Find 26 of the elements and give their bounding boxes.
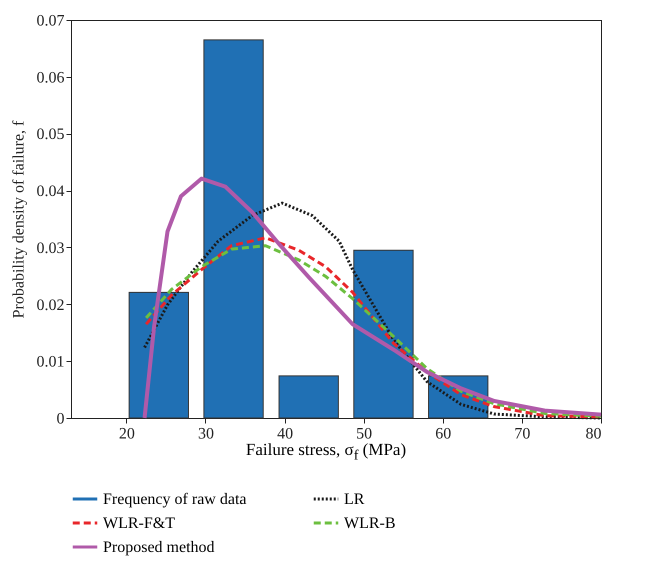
bar <box>353 250 414 418</box>
bar <box>278 375 339 418</box>
x-axis-title: Failure stress, σ$_{f}$ (MPa) <box>246 440 406 464</box>
y-tick-label: 0.04 <box>36 183 64 200</box>
y-axis-title: Probability density of failure, f <box>10 120 28 318</box>
legend-label: LR <box>344 491 365 508</box>
x-tick-label: 60 <box>435 426 452 442</box>
y-tick-label: 0.02 <box>36 296 64 314</box>
bar <box>128 292 189 418</box>
legend-label: WLR-B <box>344 515 396 532</box>
y-tick-label: 0.06 <box>36 69 64 86</box>
y-tick-label: 0.03 <box>36 240 64 257</box>
y-tick-label: 0.05 <box>36 126 64 144</box>
x-tick-label: 30 <box>198 426 214 442</box>
x-tick-label: 80 <box>586 426 602 442</box>
bar <box>203 39 264 418</box>
x-tick-label: 20 <box>118 426 135 442</box>
y-tick-label: 0.07 <box>36 12 64 30</box>
y-tick-label: 0.01 <box>36 354 64 371</box>
legend-label: Frequency of raw data <box>103 491 246 508</box>
x-tick-label: 50 <box>356 426 372 442</box>
y-tick-label: 0 <box>56 410 64 428</box>
x-tick-label: 40 <box>277 426 294 442</box>
x-tick-label: 70 <box>514 426 530 442</box>
legend-label: WLR-F&T <box>103 515 176 532</box>
legend-label: Proposed method <box>103 539 215 556</box>
